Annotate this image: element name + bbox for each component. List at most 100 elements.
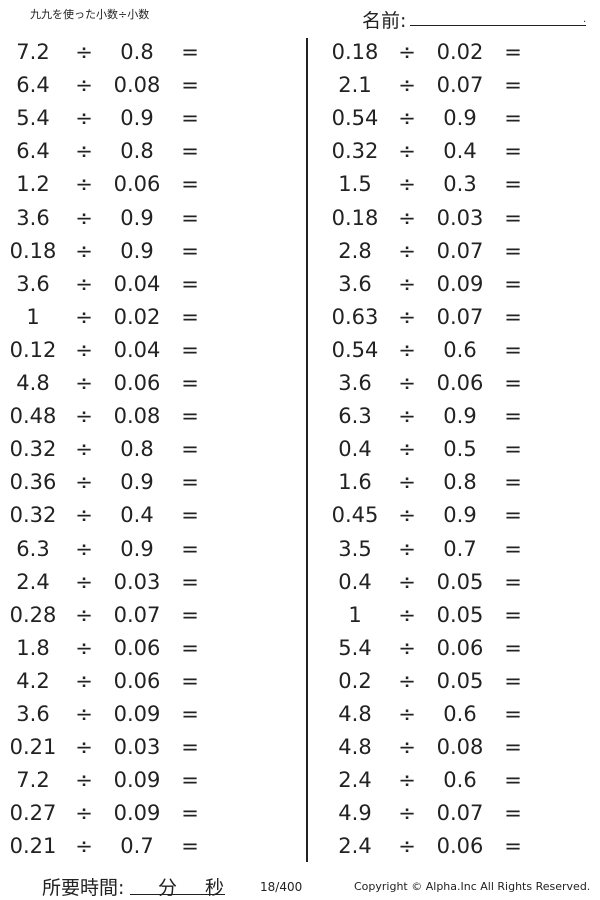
operator-divide: ÷ (75, 768, 93, 793)
problem-row: 2.1 ÷ 0.07 = (0, 70, 600, 100)
problem-row: 4.8 ÷ 0.06 = (0, 368, 600, 398)
operator-divide: ÷ (75, 139, 93, 164)
minutes-label: 分 (158, 877, 178, 899)
divisor: 0.6 (443, 337, 477, 362)
equals-sign: = (504, 371, 522, 395)
operator-divide: ÷ (398, 503, 416, 528)
equals-sign: = (181, 437, 199, 462)
equals-sign: = (504, 536, 522, 561)
time-field-line[interactable] (130, 894, 225, 895)
dividend: 5.4 (16, 106, 50, 131)
equals-sign: = (181, 304, 199, 329)
divisor: 0.05 (436, 602, 484, 627)
equals-sign: = (181, 404, 199, 429)
equals-sign: = (504, 304, 522, 329)
equals-sign: = (504, 668, 522, 693)
equals-sign: = (181, 40, 199, 64)
operator-divide: ÷ (75, 106, 93, 131)
dividend: 3.6 (338, 371, 372, 395)
divisor: 0.03 (436, 205, 484, 230)
problem-row: 2.8 ÷ 0.07 = (0, 236, 600, 266)
divisor: 0.9 (120, 106, 154, 131)
dividend: 0.36 (9, 470, 57, 495)
operator-divide: ÷ (398, 735, 416, 760)
equals-sign: = (504, 106, 522, 131)
equals-sign: = (504, 40, 522, 64)
dividend: 0.32 (331, 139, 379, 164)
name-label: 名前: (362, 10, 407, 32)
dividend: 6.3 (16, 536, 50, 561)
divisor: 0.9 (443, 503, 477, 528)
dividend: 3.6 (338, 271, 372, 296)
worksheet-title: 九九を使った小数÷小数 (30, 8, 150, 21)
problem-row: 1.2 ÷ 0.06 = (0, 169, 600, 199)
equals-sign: = (504, 139, 522, 164)
dividend: 7.2 (16, 768, 50, 793)
problem-row: 2.4 ÷ 0.06 = (0, 831, 600, 861)
dividend: 0.18 (331, 40, 379, 64)
divisor: 0.06 (113, 371, 161, 395)
divisor: 0.9 (120, 205, 154, 230)
divisor: 0.06 (113, 172, 161, 197)
problem-row: 4.8 ÷ 0.6 = (0, 699, 600, 729)
equals-sign: = (181, 172, 199, 197)
dividend: 4.8 (338, 735, 372, 760)
operator-divide: ÷ (75, 602, 93, 627)
divisor: 0.07 (436, 238, 484, 263)
operator-divide: ÷ (75, 503, 93, 528)
operator-divide: ÷ (75, 834, 93, 859)
divisor: 0.09 (436, 271, 484, 296)
equals-sign: = (504, 834, 522, 859)
dividend: 0.27 (9, 801, 57, 826)
divisor: 0.02 (436, 40, 484, 64)
divisor: 0.08 (113, 404, 161, 429)
equals-sign: = (504, 205, 522, 230)
operator-divide: ÷ (398, 569, 416, 594)
equals-sign: = (181, 271, 199, 296)
problem-row: 0.18 ÷ 0.9 = (0, 236, 600, 266)
divisor: 0.8 (120, 139, 154, 164)
dividend: 0.18 (9, 238, 57, 263)
dividend: 0.21 (9, 735, 57, 760)
equals-sign: = (181, 602, 199, 627)
operator-divide: ÷ (75, 238, 93, 263)
equals-sign: = (181, 470, 199, 495)
problem-row: 4.9 ÷ 0.07 = (0, 798, 600, 828)
divisor: 0.07 (436, 73, 484, 98)
equals-sign: = (181, 768, 199, 793)
dividend: 1 (348, 602, 362, 627)
problem-row: 3.6 ÷ 0.09 = (0, 269, 600, 299)
divisor: 0.07 (113, 602, 161, 627)
name-field-line[interactable] (410, 25, 586, 26)
operator-divide: ÷ (398, 635, 416, 660)
divisor: 0.6 (443, 768, 477, 793)
operator-divide: ÷ (75, 271, 93, 296)
dividend: 6.4 (16, 73, 50, 98)
equals-sign: = (181, 668, 199, 693)
problem-row: 7.2 ÷ 0.09 = (0, 765, 600, 795)
divisor: 0.9 (120, 536, 154, 561)
problem-row: 0.27 ÷ 0.09 = (0, 798, 600, 828)
dividend: 2.1 (338, 73, 372, 98)
divisor: 0.3 (443, 172, 477, 197)
problem-row: 0.4 ÷ 0.05 = (0, 567, 600, 597)
equals-sign: = (181, 569, 199, 594)
divisor: 0.06 (436, 371, 484, 395)
divisor: 0.9 (443, 404, 477, 429)
problem-row: 5.4 ÷ 0.06 = (0, 633, 600, 663)
dividend: 0.28 (9, 602, 57, 627)
operator-divide: ÷ (398, 602, 416, 627)
divisor: 0.07 (436, 304, 484, 329)
dividend: 3.6 (16, 205, 50, 230)
problem-row: 0.63 ÷ 0.07 = (0, 302, 600, 332)
divisor: 0.09 (113, 801, 161, 826)
divisor: 0.03 (113, 569, 161, 594)
dividend: 2.4 (16, 569, 50, 594)
operator-divide: ÷ (398, 470, 416, 495)
equals-sign: = (181, 371, 199, 395)
operator-divide: ÷ (75, 437, 93, 462)
problem-row: 1 ÷ 0.02 = (0, 302, 600, 332)
dividend: 0.54 (331, 337, 379, 362)
operator-divide: ÷ (398, 404, 416, 429)
operator-divide: ÷ (398, 437, 416, 462)
